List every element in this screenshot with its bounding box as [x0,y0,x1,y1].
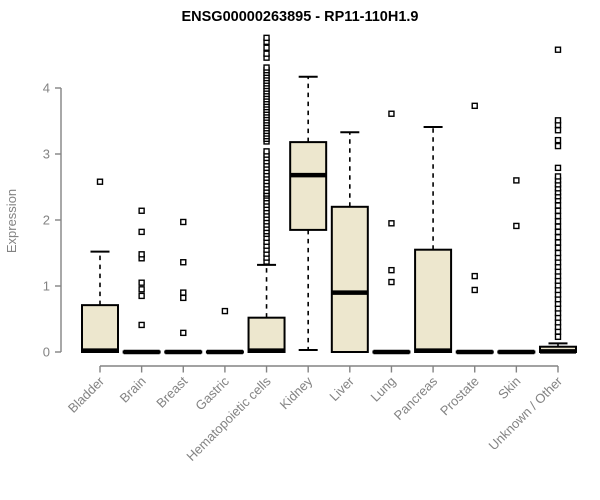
iqr-box [81,304,119,354]
x-tick-label-brain: Brain [117,374,149,406]
outlier-point [388,110,395,117]
outlier-point [471,102,478,110]
x-tick-label-lung: Lung [368,374,399,405]
outlier-point [554,228,562,236]
outlier-point [96,178,104,185]
outlier-point [263,44,270,51]
iqr-box [330,205,369,353]
outlier-point [263,34,270,42]
outlier-point [388,278,395,286]
box-group-kidney [289,75,328,352]
outlier-point [180,289,187,296]
box-group-unknown-other [538,46,577,354]
outlier-point [554,249,562,257]
outlier-point [138,292,145,300]
chart-title: ENSG00000263895 - RP11-110H1.9 [181,9,418,25]
y-tick-label: 3 [43,147,50,162]
box-group-gastric [205,307,244,355]
outlier-point [138,321,145,329]
outlier-point [263,64,270,71]
box-group-lung [372,110,411,355]
x-tick-label-pancreas: Pancreas [391,373,441,423]
y-tick-label: 2 [43,213,50,228]
x-tick-label-gastric: Gastric [192,373,232,413]
outlier-point [388,266,395,274]
x-tick-label-breast: Breast [153,373,190,410]
outlier-point [554,233,562,241]
x-tick-label-liver: Liver [326,373,357,404]
outlier-point [554,333,562,341]
outlier-point [180,218,187,226]
box-group-hematopoietic-cells [247,34,286,353]
x-tick-label-skin: Skin [495,374,523,402]
y-axis-title: Expression [4,189,19,253]
outlier-point [554,218,562,225]
outlier-point [138,286,145,293]
outlier-point [513,177,520,184]
outlier-point [554,223,562,230]
outlier-point [554,207,562,214]
outlier-point [138,207,145,214]
y-tick-label: 4 [43,81,50,96]
outlier-point [138,228,145,236]
box-group-brain [122,207,161,355]
outlier-point [138,279,145,286]
outlier-point [554,117,562,124]
y-tick-label: 0 [43,345,50,360]
iqr-box [414,248,453,353]
iqr-box [247,316,286,353]
x-tick-label-bladder: Bladder [65,373,108,416]
outlier-point [180,259,187,266]
outlier-point [554,46,562,53]
box-group-breast [164,218,203,355]
outlier-point [554,173,562,180]
outlier-point [554,202,562,209]
x-tick-label-unknown-other: Unknown / Other [486,373,566,453]
outlier-point [554,136,562,144]
x-tick-label-kidney: Kidney [277,373,316,412]
outlier-point [554,127,562,134]
outlier-point [513,222,520,230]
outlier-point [388,220,395,227]
box-group-bladder [81,178,119,354]
y-tick-label: 1 [43,279,50,294]
iqr-box [289,141,328,231]
x-tick-label-prostate: Prostate [437,374,482,419]
outlier-point [554,142,562,150]
outlier-point [554,244,562,251]
outlier-point [471,272,478,280]
outlier-point [180,329,187,337]
outlier-point [221,307,229,315]
outlier-point [554,212,562,220]
outlier-point [471,286,478,294]
outlier-point [554,239,562,246]
box-group-liver [330,131,369,353]
box-group-prostate [455,102,494,355]
outlier-point [138,251,145,258]
box-group-skin [497,177,536,355]
outlier-point [554,164,562,172]
outlier-point [263,50,270,57]
box-group-pancreas [414,125,453,353]
outlier-point [263,148,270,155]
outlier-point [180,294,187,302]
